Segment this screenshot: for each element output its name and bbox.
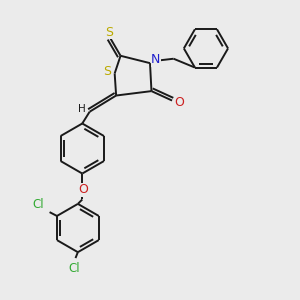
Text: S: S: [103, 65, 111, 79]
Text: N: N: [151, 53, 160, 66]
Text: O: O: [175, 95, 184, 109]
Text: O: O: [78, 183, 88, 196]
Text: S: S: [105, 26, 113, 39]
Text: H: H: [78, 104, 86, 114]
Text: Cl: Cl: [68, 262, 80, 275]
Text: Cl: Cl: [33, 198, 44, 211]
